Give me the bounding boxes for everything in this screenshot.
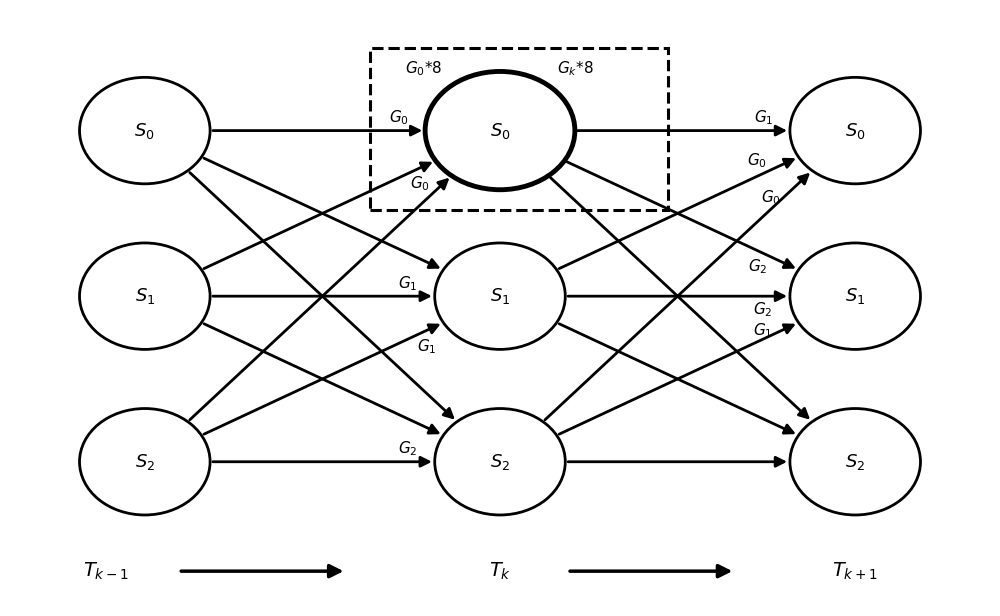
Text: $S_1$: $S_1$ <box>490 286 510 306</box>
Ellipse shape <box>80 78 210 184</box>
Ellipse shape <box>80 408 210 515</box>
Text: $G_1$: $G_1$ <box>398 274 418 293</box>
Ellipse shape <box>790 408 920 515</box>
Ellipse shape <box>790 243 920 349</box>
Text: $G_2$: $G_2$ <box>398 439 418 458</box>
Text: $G_1$: $G_1$ <box>754 108 774 127</box>
Ellipse shape <box>790 78 920 184</box>
Text: $S_2$: $S_2$ <box>135 452 155 472</box>
Text: $S_2$: $S_2$ <box>845 452 865 472</box>
Text: $G_0$: $G_0$ <box>761 188 781 206</box>
Text: $G_2$: $G_2$ <box>748 257 767 277</box>
Text: $G_0$*8: $G_0$*8 <box>405 59 442 78</box>
Text: $G_1$: $G_1$ <box>753 322 773 340</box>
Text: $T_{k+1}$: $T_{k+1}$ <box>832 561 878 582</box>
Text: $G_1$: $G_1$ <box>417 337 437 356</box>
Text: $G_0$: $G_0$ <box>747 151 767 169</box>
Ellipse shape <box>435 243 565 349</box>
Text: $S_0$: $S_0$ <box>134 121 155 140</box>
Bar <box>370 48 668 211</box>
Text: $G_2$: $G_2$ <box>753 300 773 318</box>
Text: $S_1$: $S_1$ <box>135 286 155 306</box>
Text: $G_k$*8: $G_k$*8 <box>557 59 593 78</box>
Ellipse shape <box>80 243 210 349</box>
Text: $S_0$: $S_0$ <box>490 121 510 140</box>
Text: $T_{k-1}$: $T_{k-1}$ <box>83 561 129 582</box>
Text: $T_k$: $T_k$ <box>489 561 511 582</box>
Text: $G_0$: $G_0$ <box>410 175 430 193</box>
Text: $S_1$: $S_1$ <box>845 286 865 306</box>
Text: $S_0$: $S_0$ <box>845 121 866 140</box>
Text: $G_0$: $G_0$ <box>389 108 409 127</box>
Ellipse shape <box>425 71 575 190</box>
Text: $S_2$: $S_2$ <box>490 452 510 472</box>
Ellipse shape <box>435 408 565 515</box>
